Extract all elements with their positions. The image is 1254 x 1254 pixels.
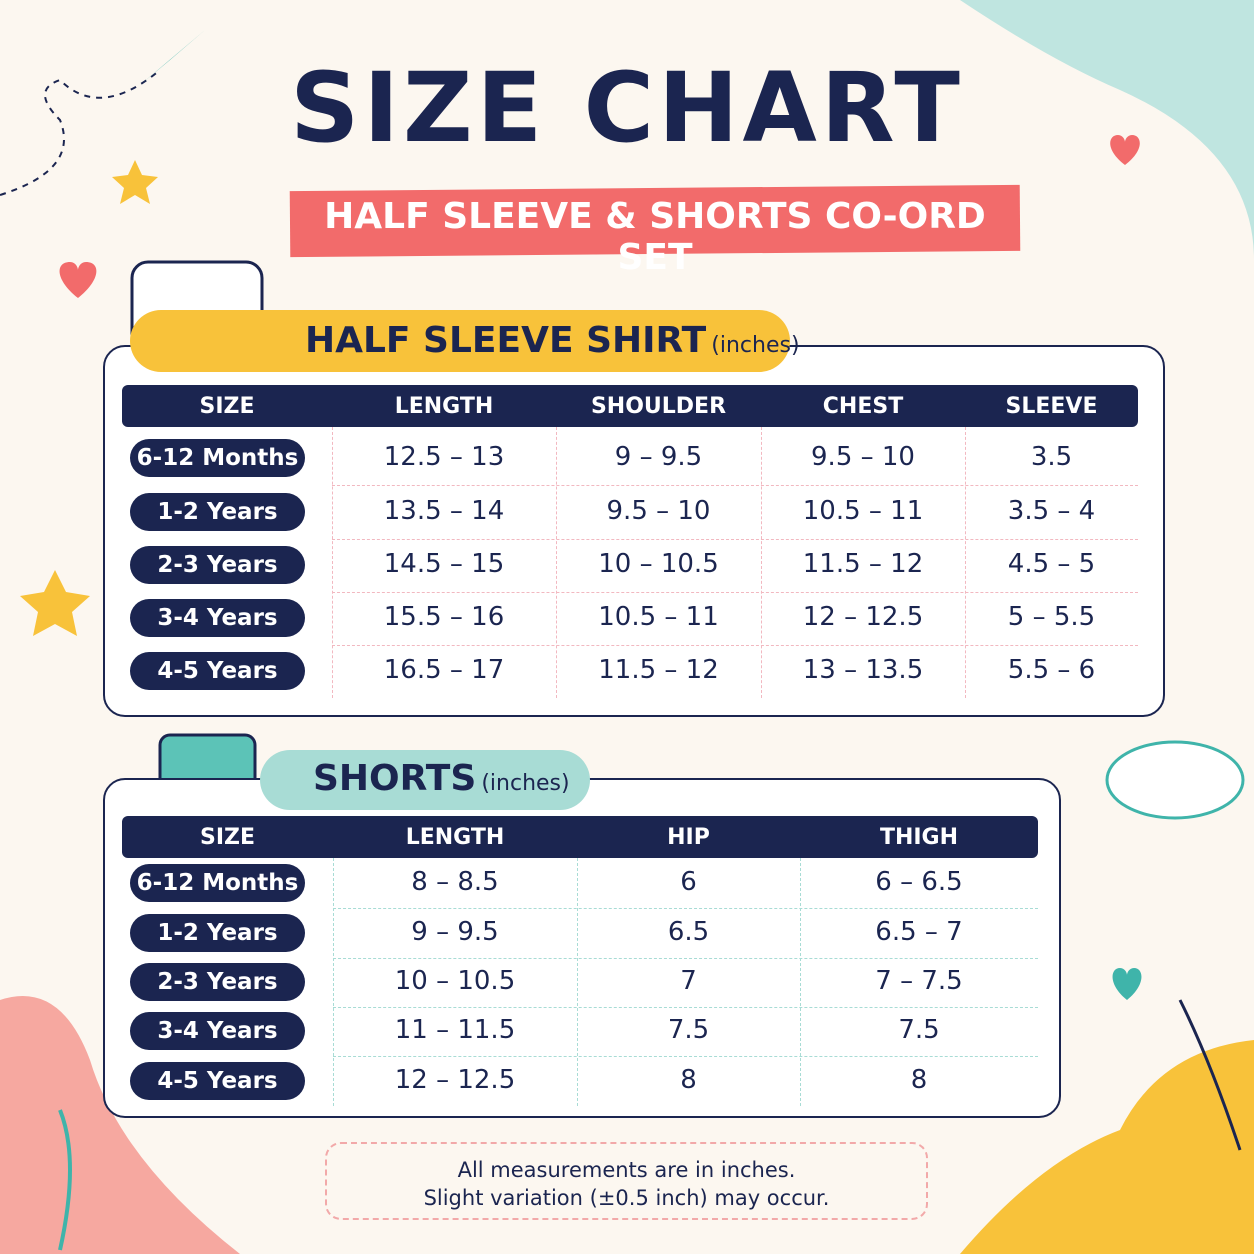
cell: 5.5 – 6: [1007, 655, 1096, 685]
cell: 9.5 – 10: [606, 496, 711, 526]
cell: 12 – 12.5: [802, 602, 924, 632]
row-divider: [332, 644, 1138, 646]
cell: 16.5 – 17: [383, 655, 505, 685]
column-header: SLEEVE: [1005, 394, 1098, 419]
cell: 7.5: [898, 1015, 940, 1045]
shorts-title: SHORTS: [313, 758, 477, 799]
row-divider: [332, 484, 1138, 486]
cell: 11 – 11.5: [394, 1015, 516, 1045]
size-pill: 3-4 Years: [130, 599, 305, 637]
title: SIZE CHART: [290, 52, 964, 164]
row-divider: [332, 591, 1138, 593]
size-pill: 1-2 Years: [130, 914, 305, 952]
header-row-bg: [122, 385, 1138, 427]
column-divider: [965, 427, 966, 698]
star: [112, 160, 158, 204]
cell: 13 – 13.5: [802, 655, 924, 685]
subtitle: HALF SLEEVE & SHORTS CO-ORD SET: [324, 196, 986, 278]
size-pill: 2-3 Years: [130, 546, 305, 584]
size-pill: 1-2 Years: [130, 493, 305, 531]
cell: 8: [680, 1065, 697, 1095]
size-pill: 4-5 Years: [130, 1062, 305, 1100]
column-header: SHOULDER: [590, 394, 727, 419]
cell: 5 – 5.5: [1007, 602, 1096, 632]
cell: 6.5 – 7: [875, 917, 963, 947]
cell: 11.5 – 12: [802, 549, 924, 579]
blob: [960, 1040, 1254, 1254]
cell: 8: [910, 1065, 928, 1095]
column-header: SIZE: [199, 394, 255, 419]
cell: 7.5: [667, 1015, 710, 1045]
cell: 12 – 12.5: [394, 1065, 516, 1095]
footer-line: All measurements are in inches.: [457, 1158, 796, 1182]
heart: [1110, 135, 1140, 165]
column-divider: [761, 427, 762, 698]
cell: 10.5 – 11: [598, 602, 719, 632]
column-header: HIP: [667, 825, 710, 850]
leaf-stem: [58, 1109, 72, 1251]
cloud: [1105, 740, 1245, 820]
size-pill: 6-12 Months: [130, 864, 305, 902]
column-header: SIZE: [199, 825, 255, 850]
heart: [59, 262, 97, 298]
cell: 7: [680, 966, 697, 996]
row-divider: [333, 1056, 1038, 1057]
row-divider: [333, 908, 1038, 909]
shirt-unit: (inches): [711, 333, 800, 358]
column-divider: [800, 858, 801, 1106]
leaf-stem: [1178, 999, 1242, 1151]
column-header: LENGTH: [394, 394, 494, 419]
column-header: CHEST: [822, 394, 904, 419]
cell: 3.5: [1030, 442, 1073, 472]
column-divider: [332, 427, 333, 698]
footer-line: Slight variation (±0.5 inch) may occur.: [423, 1186, 830, 1210]
column-divider: [333, 858, 334, 1106]
column-header: THIGH: [879, 825, 959, 850]
column-divider: [577, 858, 578, 1106]
cell: 10.5 – 11: [802, 496, 924, 526]
cell: 14.5 – 15: [383, 549, 505, 579]
shorts-label-bg: [260, 750, 590, 810]
cell: 9 – 9.5: [411, 917, 499, 947]
cell: 7 – 7.5: [875, 966, 963, 996]
row-divider: [333, 958, 1038, 959]
shirt-title: HALF SLEEVE SHIRT: [305, 320, 707, 361]
cell: 6: [680, 867, 697, 897]
blob: [0, 996, 240, 1254]
column-header: LENGTH: [405, 825, 505, 850]
star: [20, 570, 90, 636]
cell: 6.5: [667, 917, 710, 947]
row-divider: [332, 538, 1138, 540]
cell: 3.5 – 4: [1007, 496, 1096, 526]
cell: 13.5 – 14: [383, 496, 505, 526]
dashed-trail: [0, 69, 161, 196]
cell: 4.5 – 5: [1007, 549, 1096, 579]
shorts-heading: SHORTS (inches): [313, 758, 570, 799]
cell: 8 – 8.5: [411, 867, 499, 897]
cell: 15.5 – 16: [383, 602, 505, 632]
shirt-label-bg: [130, 310, 790, 372]
heart: [1112, 968, 1142, 1000]
shorts-unit: (inches): [481, 771, 570, 796]
cell: 9 – 9.5: [614, 442, 703, 472]
paper-plane: [140, 30, 205, 85]
cell: 6 – 6.5: [875, 867, 963, 897]
footer-note: All measurements are in inches. Slight v…: [325, 1142, 928, 1220]
cell: 10 – 10.5: [598, 549, 719, 579]
size-pill: 4-5 Years: [130, 652, 305, 690]
cell: 9.5 – 10: [811, 442, 915, 472]
column-divider: [556, 427, 557, 698]
cell: 12.5 – 13: [383, 442, 505, 472]
cell: 10 – 10.5: [394, 966, 516, 996]
size-pill: 2-3 Years: [130, 963, 305, 1001]
size-pill: 6-12 Months: [130, 439, 305, 477]
shirt-heading: HALF SLEEVE SHIRT (inches): [305, 320, 800, 361]
size-pill: 3-4 Years: [130, 1012, 305, 1050]
row-divider: [333, 1007, 1038, 1008]
cell: 11.5 – 12: [598, 655, 719, 685]
blob: [960, 0, 1254, 260]
header-row-bg: [122, 816, 1038, 858]
